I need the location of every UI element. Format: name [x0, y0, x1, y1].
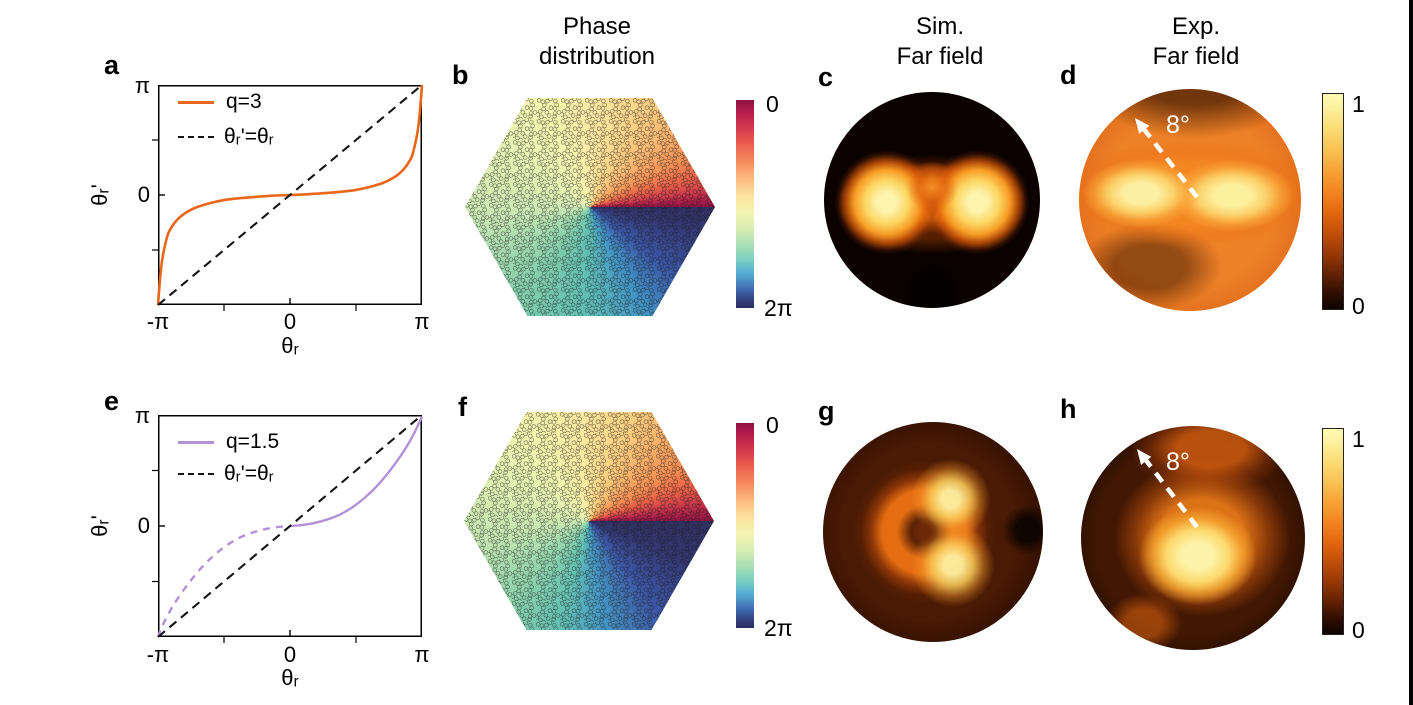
- panel-a-legend-line-q3: [178, 101, 214, 104]
- panel-h-intensity-colorbar: [1322, 428, 1344, 635]
- panel-letter-e: e: [104, 386, 120, 416]
- panel-b-colorbar-top-label: 0: [766, 91, 779, 117]
- panel-letter-d: d: [1060, 60, 1077, 90]
- column-title-exp-line1: Exp.: [1171, 13, 1221, 40]
- panel-h-colorbar-bottom-label: 0: [1352, 617, 1365, 643]
- column-title-phase-line2: distribution: [538, 43, 656, 70]
- panel-f-colorbar-bottom-label: 2π: [764, 615, 793, 641]
- panel-a-xtick-pi: π: [414, 309, 430, 334]
- panel-d-exp-farfield-disk: [1079, 89, 1301, 311]
- panel-d-colorbar-top-label: 1: [1352, 91, 1365, 117]
- panel-a-xtick-minuspi: -π: [146, 309, 170, 334]
- panel-d-angle-annotation: 8°: [1166, 111, 1190, 139]
- panel-b-meta-atom-pattern: [465, 98, 715, 316]
- panel-g-sim-farfield-disk: [823, 422, 1043, 642]
- panel-e-ylabel: θᵣ': [87, 515, 112, 537]
- panel-f-phase-map-hexagon: [464, 412, 714, 630]
- panel-d-intensity-colorbar: [1322, 93, 1344, 310]
- panel-a-ytick-zero: 0: [137, 182, 150, 207]
- panel-e-legend-label-identity: θᵣ'=θᵣ: [224, 462, 274, 485]
- panel-f-meta-atom-pattern: [464, 412, 714, 630]
- panel-e-xtick-zero: 0: [283, 642, 297, 667]
- column-title-phase: Phase distribution: [477, 12, 717, 72]
- panel-a-xtick-zero: 0: [283, 309, 297, 334]
- panel-e-ytick-zero: 0: [137, 513, 150, 538]
- panel-a-ytick-pi: π: [134, 73, 150, 98]
- panel-letter-a: a: [104, 50, 120, 80]
- right-border-strip: [1409, 0, 1413, 705]
- panel-a-xlabel: θᵣ: [281, 333, 299, 358]
- column-title-sim-line1: Sim.: [916, 13, 964, 40]
- column-title-phase-line1: Phase: [562, 13, 632, 40]
- panel-b-colorbar-bottom-label: 2π: [764, 295, 793, 321]
- panel-letter-f: f: [458, 392, 467, 422]
- panel-b-phase-map-hexagon: [465, 98, 715, 316]
- panel-b-phase-colorbar: [736, 100, 754, 308]
- panel-d-colorbar-bottom-label: 0: [1352, 293, 1365, 319]
- column-title-sim-line2: Far field: [896, 43, 984, 70]
- panel-c-sim-farfield-disk: [824, 92, 1040, 308]
- panel-letter-g: g: [818, 396, 835, 426]
- panel-letter-h: h: [1060, 394, 1077, 424]
- panel-f-phase-colorbar: [736, 423, 754, 628]
- panel-h-exp-farfield-disk: [1081, 426, 1305, 650]
- panel-a-ylabel: θᵣ': [87, 184, 112, 206]
- panel-e-legend-line-q15: [178, 441, 214, 444]
- panel-e-legend-label-q15: q=1.5: [226, 430, 280, 453]
- panel-f-colorbar-top-label: 0: [766, 412, 779, 438]
- panel-e-ytick-pi: π: [134, 403, 150, 428]
- column-title-exp: Exp. Far field: [1076, 12, 1316, 72]
- panel-a-legend-label-identity: θᵣ'=θᵣ: [224, 125, 274, 148]
- panel-h-colorbar-top-label: 1: [1352, 426, 1365, 452]
- panel-h-angle-annotation: 8°: [1166, 448, 1190, 476]
- column-title-sim: Sim. Far field: [820, 12, 1060, 72]
- panel-letter-b: b: [452, 60, 469, 90]
- panel-e-xtick-minuspi: -π: [146, 642, 170, 667]
- panel-e-line-chart: [152, 414, 424, 643]
- panel-e-xtick-pi: π: [414, 642, 430, 667]
- panel-a-legend-line-identity: [178, 136, 214, 138]
- panel-a-legend-label-q3: q=3: [226, 90, 262, 113]
- column-title-exp-line2: Far field: [1152, 43, 1240, 70]
- panel-e-legend-line-identity: [178, 473, 214, 475]
- panel-a-line-chart: [152, 84, 424, 311]
- panel-letter-c: c: [818, 62, 834, 92]
- panel-e-xlabel: θᵣ: [281, 665, 299, 690]
